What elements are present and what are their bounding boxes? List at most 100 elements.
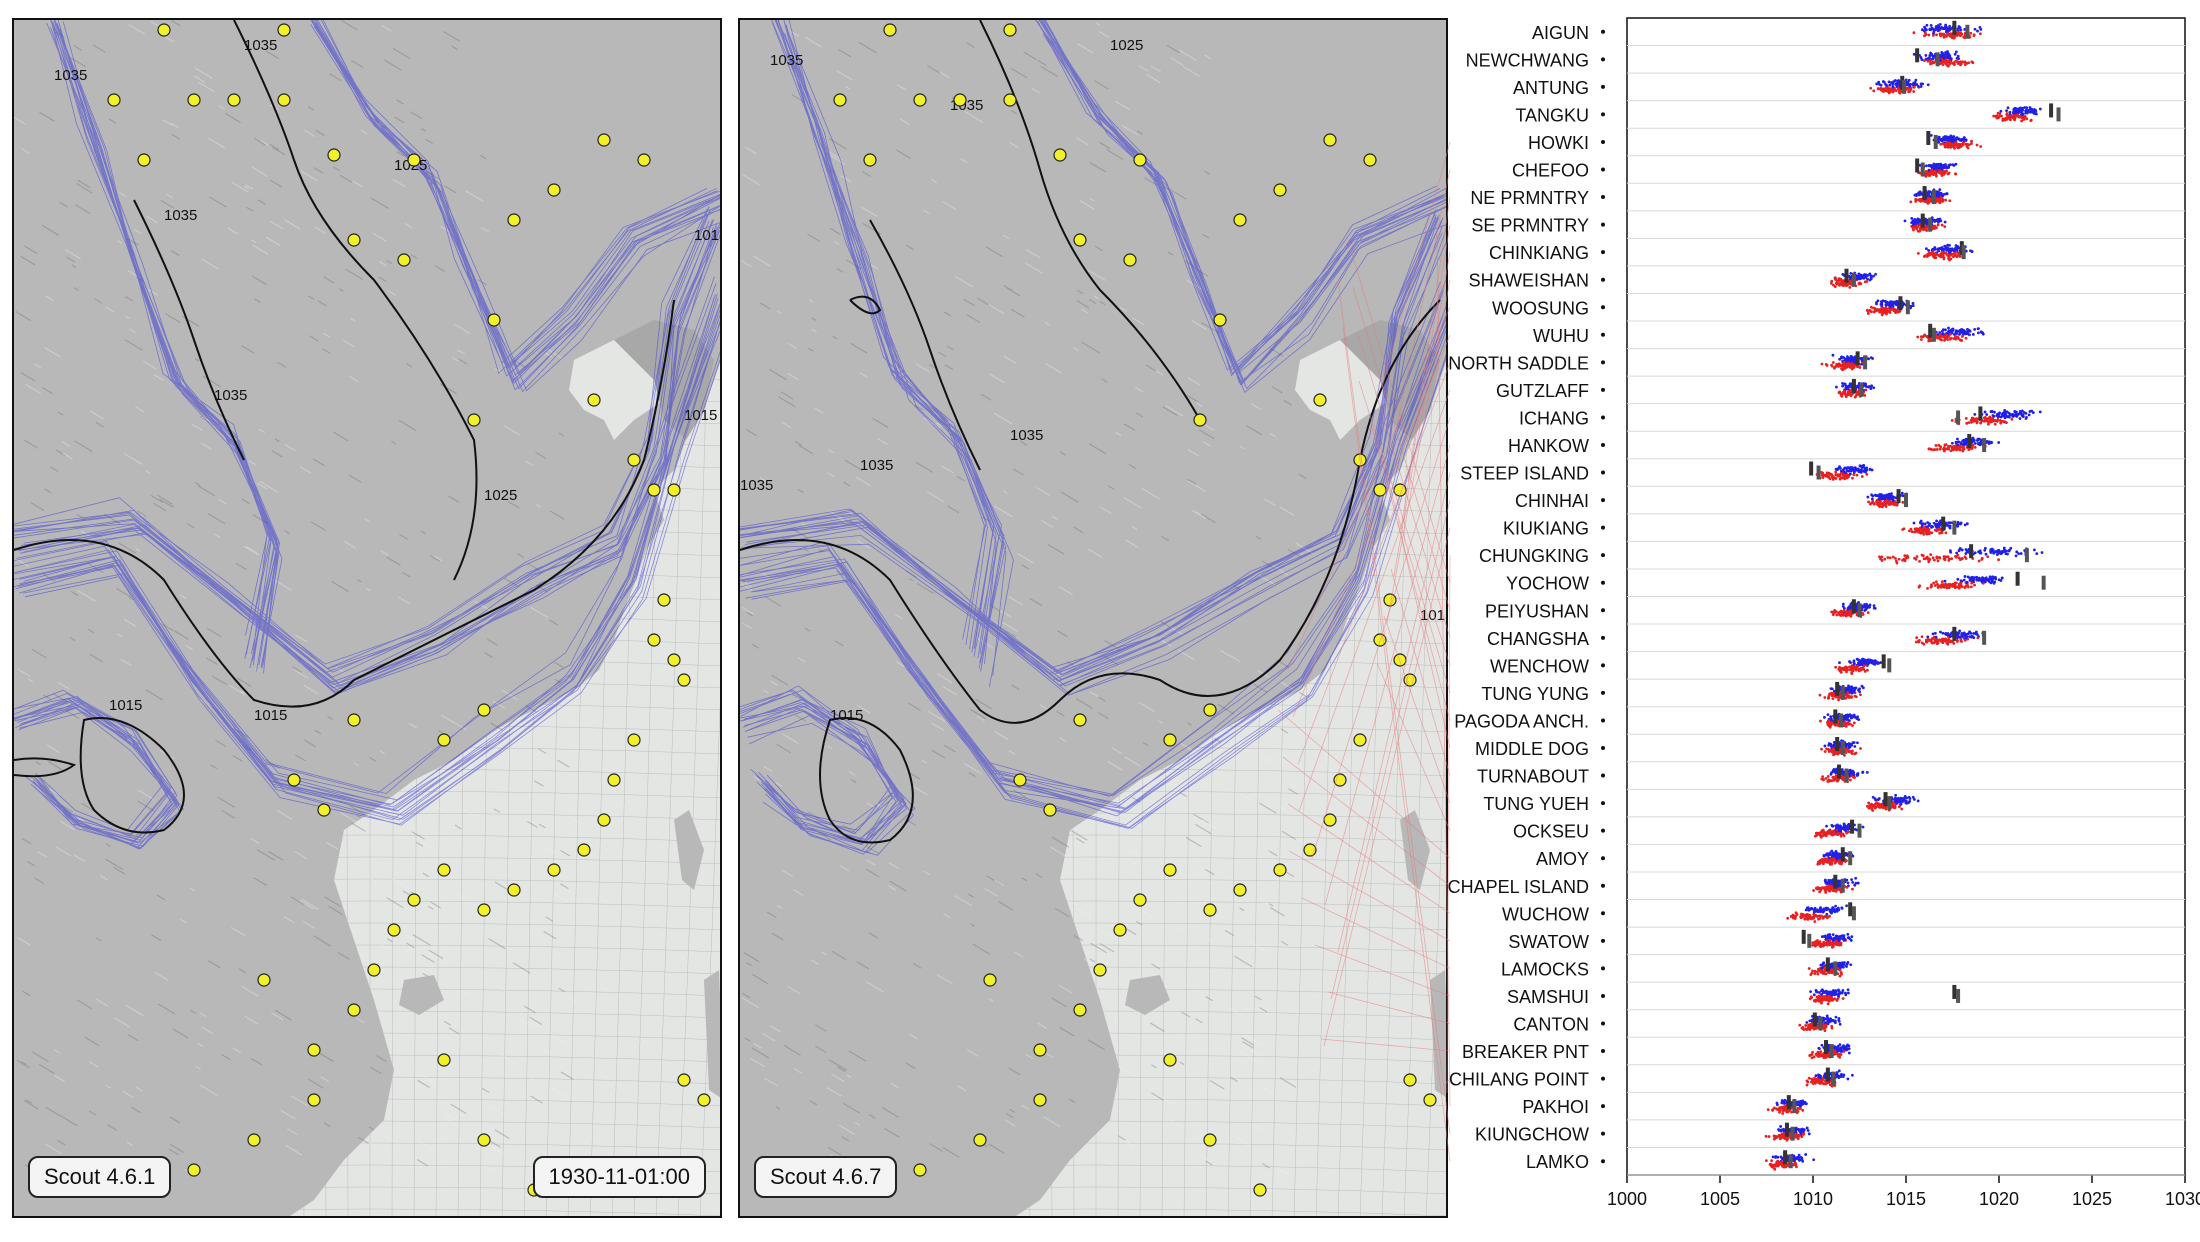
station-marker[interactable] [248, 1134, 260, 1146]
station-marker[interactable] [1364, 154, 1376, 166]
station-marker[interactable] [1014, 774, 1026, 786]
station-marker[interactable] [478, 1134, 490, 1146]
station-marker[interactable] [288, 774, 300, 786]
station-marker[interactable] [348, 1004, 360, 1016]
station-marker[interactable] [1134, 154, 1146, 166]
station-marker[interactable] [698, 1094, 710, 1106]
station-marker[interactable] [1034, 1094, 1046, 1106]
station-marker[interactable] [628, 454, 640, 466]
station-marker[interactable] [1194, 414, 1206, 426]
station-marker[interactable] [658, 594, 670, 606]
station-marker[interactable] [588, 394, 600, 406]
station-marker[interactable] [1424, 1094, 1436, 1106]
station-marker[interactable] [548, 864, 560, 876]
station-marker[interactable] [914, 94, 926, 106]
station-marker[interactable] [1204, 1134, 1216, 1146]
station-marker[interactable] [1204, 704, 1216, 716]
station-marker[interactable] [478, 904, 490, 916]
station-marker[interactable] [1334, 774, 1346, 786]
station-marker[interactable] [598, 134, 610, 146]
station-marker[interactable] [1164, 734, 1176, 746]
station-marker[interactable] [1074, 1004, 1086, 1016]
station-marker[interactable] [438, 734, 450, 746]
station-marker[interactable] [1164, 864, 1176, 876]
station-marker[interactable] [1374, 484, 1386, 496]
station-marker[interactable] [648, 634, 660, 646]
station-marker[interactable] [348, 234, 360, 246]
station-marker[interactable] [438, 1054, 450, 1066]
station-marker[interactable] [864, 154, 876, 166]
station-marker[interactable] [1354, 454, 1366, 466]
station-marker[interactable] [1214, 314, 1226, 326]
station-marker[interactable] [1114, 924, 1126, 936]
station-marker[interactable] [668, 484, 680, 496]
station-marker[interactable] [138, 154, 150, 166]
station-marker[interactable] [1234, 214, 1246, 226]
station-marker[interactable] [914, 1164, 926, 1176]
station-marker[interactable] [408, 894, 420, 906]
station-marker[interactable] [1374, 634, 1386, 646]
station-marker[interactable] [954, 94, 966, 106]
station-marker[interactable] [1404, 674, 1416, 686]
station-marker[interactable] [1134, 894, 1146, 906]
station-marker[interactable] [1074, 234, 1086, 246]
station-marker[interactable] [1074, 714, 1086, 726]
map-panel-left[interactable]: 1035103510251035103510251015101510151015… [12, 18, 722, 1218]
station-marker[interactable] [348, 714, 360, 726]
station-marker[interactable] [678, 1074, 690, 1086]
station-marker[interactable] [508, 214, 520, 226]
station-marker[interactable] [278, 94, 290, 106]
map-canvas-right[interactable]: 10351025103510351035103510151015 [740, 20, 1448, 1218]
station-marker[interactable] [1324, 134, 1336, 146]
station-marker[interactable] [668, 654, 680, 666]
map-panel-right[interactable]: 10351025103510351035103510151015 Scout 4… [738, 18, 1448, 1218]
station-marker[interactable] [1314, 394, 1326, 406]
station-marker[interactable] [108, 94, 120, 106]
station-marker[interactable] [678, 674, 690, 686]
station-marker[interactable] [408, 154, 420, 166]
station-marker[interactable] [318, 804, 330, 816]
station-marker[interactable] [1274, 864, 1286, 876]
station-marker[interactable] [608, 774, 620, 786]
station-marker[interactable] [648, 484, 660, 496]
station-marker[interactable] [598, 814, 610, 826]
station-marker[interactable] [1034, 1044, 1046, 1056]
station-marker[interactable] [1394, 484, 1406, 496]
station-marker[interactable] [1394, 654, 1406, 666]
station-marker[interactable] [1054, 149, 1066, 161]
station-marker[interactable] [638, 154, 650, 166]
station-marker[interactable] [478, 704, 490, 716]
station-marker[interactable] [834, 94, 846, 106]
station-marker[interactable] [1124, 254, 1136, 266]
station-marker[interactable] [398, 254, 410, 266]
station-marker[interactable] [548, 184, 560, 196]
station-marker[interactable] [468, 414, 480, 426]
station-marker[interactable] [1164, 1054, 1176, 1066]
station-marker[interactable] [258, 974, 270, 986]
station-marker[interactable] [308, 1094, 320, 1106]
station-marker[interactable] [1004, 24, 1016, 36]
station-marker[interactable] [1094, 964, 1106, 976]
station-marker[interactable] [1384, 594, 1396, 606]
station-marker[interactable] [1234, 884, 1246, 896]
station-marker[interactable] [1004, 94, 1016, 106]
map-canvas-left[interactable]: 1035103510251035103510251015101510151015 [14, 20, 722, 1218]
station-marker[interactable] [628, 734, 640, 746]
station-marker[interactable] [158, 24, 170, 36]
station-marker[interactable] [388, 924, 400, 936]
station-marker[interactable] [1204, 904, 1216, 916]
station-marker[interactable] [228, 94, 240, 106]
station-marker[interactable] [578, 844, 590, 856]
station-marker[interactable] [1304, 844, 1316, 856]
station-marker[interactable] [438, 864, 450, 876]
station-marker[interactable] [1354, 734, 1366, 746]
station-marker[interactable] [188, 94, 200, 106]
station-marker[interactable] [368, 964, 380, 976]
station-marker[interactable] [488, 314, 500, 326]
station-marker[interactable] [1404, 1074, 1416, 1086]
station-marker[interactable] [974, 1134, 986, 1146]
station-marker[interactable] [1324, 814, 1336, 826]
station-marker[interactable] [1274, 184, 1286, 196]
station-marker[interactable] [984, 974, 996, 986]
station-marker[interactable] [1254, 1184, 1266, 1196]
